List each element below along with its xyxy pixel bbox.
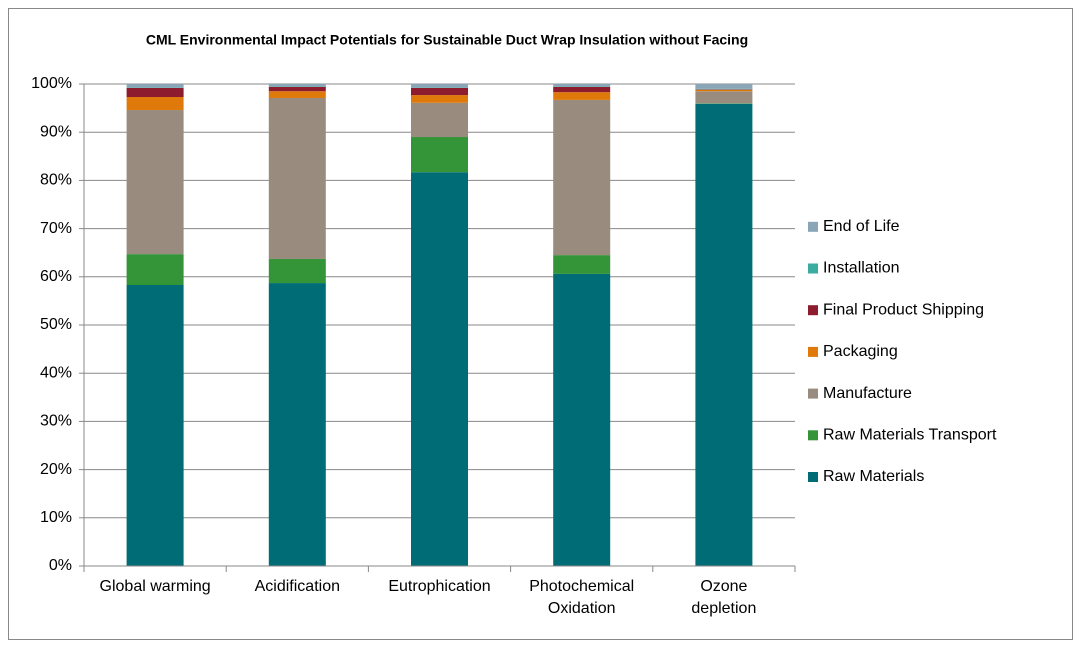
bar-segment [411, 84, 468, 88]
bar-segment [126, 284, 184, 566]
bar-segment [411, 95, 468, 103]
legend-label: Final Product Shipping [823, 301, 984, 318]
bar-segment [553, 86, 611, 93]
y-tick-label: 20% [40, 461, 72, 478]
legend-label: Installation [823, 260, 900, 277]
x-tick-label: Photochemical Oxidation [529, 578, 635, 617]
bar-segment [553, 99, 611, 256]
bar-segment [268, 97, 326, 259]
chart-border [8, 8, 1073, 640]
bar-segment [553, 92, 611, 100]
bar-segment [126, 97, 184, 111]
y-tick-label: 10% [40, 509, 72, 526]
y-tick-label: 30% [40, 413, 72, 430]
bar-segment [553, 255, 611, 274]
bar-segment [268, 84, 326, 87]
legend-swatch [808, 263, 818, 274]
bar-segment [553, 273, 611, 566]
bar-segment [411, 172, 468, 566]
y-tick-label: 50% [40, 316, 72, 333]
y-tick-label: 100% [31, 75, 72, 92]
bar-segment [553, 84, 611, 87]
x-tick-label: Ozone depletion [691, 578, 757, 617]
legend-label: Manufacture [823, 385, 912, 402]
legend-swatch [808, 346, 818, 357]
y-tick-label: 80% [40, 172, 72, 189]
legend-label: Packaging [823, 343, 898, 360]
legend-swatch [808, 221, 818, 232]
legend-swatch [808, 472, 818, 482]
y-tick-label: 0% [49, 557, 72, 574]
chart-title: CML Environmental Impact Potentials for … [146, 32, 748, 48]
bar-segment [268, 86, 326, 92]
bar-segment [126, 84, 184, 88]
bar-segment [126, 87, 184, 98]
y-tick-label: 70% [40, 220, 72, 237]
x-tick-label: Acidification [254, 578, 340, 595]
bar-segment [268, 283, 326, 566]
x-tick-label: Global warming [99, 578, 211, 595]
bar-segment [411, 102, 468, 138]
bar-segment [695, 91, 753, 104]
bar-segment [695, 103, 753, 567]
legend-label: End of Life [823, 218, 900, 235]
y-tick-label: 40% [40, 364, 72, 381]
bar-segment [411, 137, 468, 173]
y-tick-label: 60% [40, 268, 72, 285]
legend-swatch [808, 430, 818, 441]
legend-swatch [808, 305, 818, 316]
legend-label: Raw Materials Transport [823, 427, 997, 444]
bar-segment [695, 84, 753, 89]
y-tick-label: 90% [40, 123, 72, 140]
bar-segment [268, 91, 326, 98]
bar-segment [126, 110, 184, 255]
bar-segment [411, 87, 468, 96]
legend-label: Raw Materials [823, 468, 924, 485]
bar-segment [695, 89, 753, 92]
x-tick-label: Eutrophication [388, 578, 491, 595]
legend-swatch [808, 388, 818, 399]
bar-segment [268, 258, 326, 284]
bar-segment [126, 254, 184, 285]
